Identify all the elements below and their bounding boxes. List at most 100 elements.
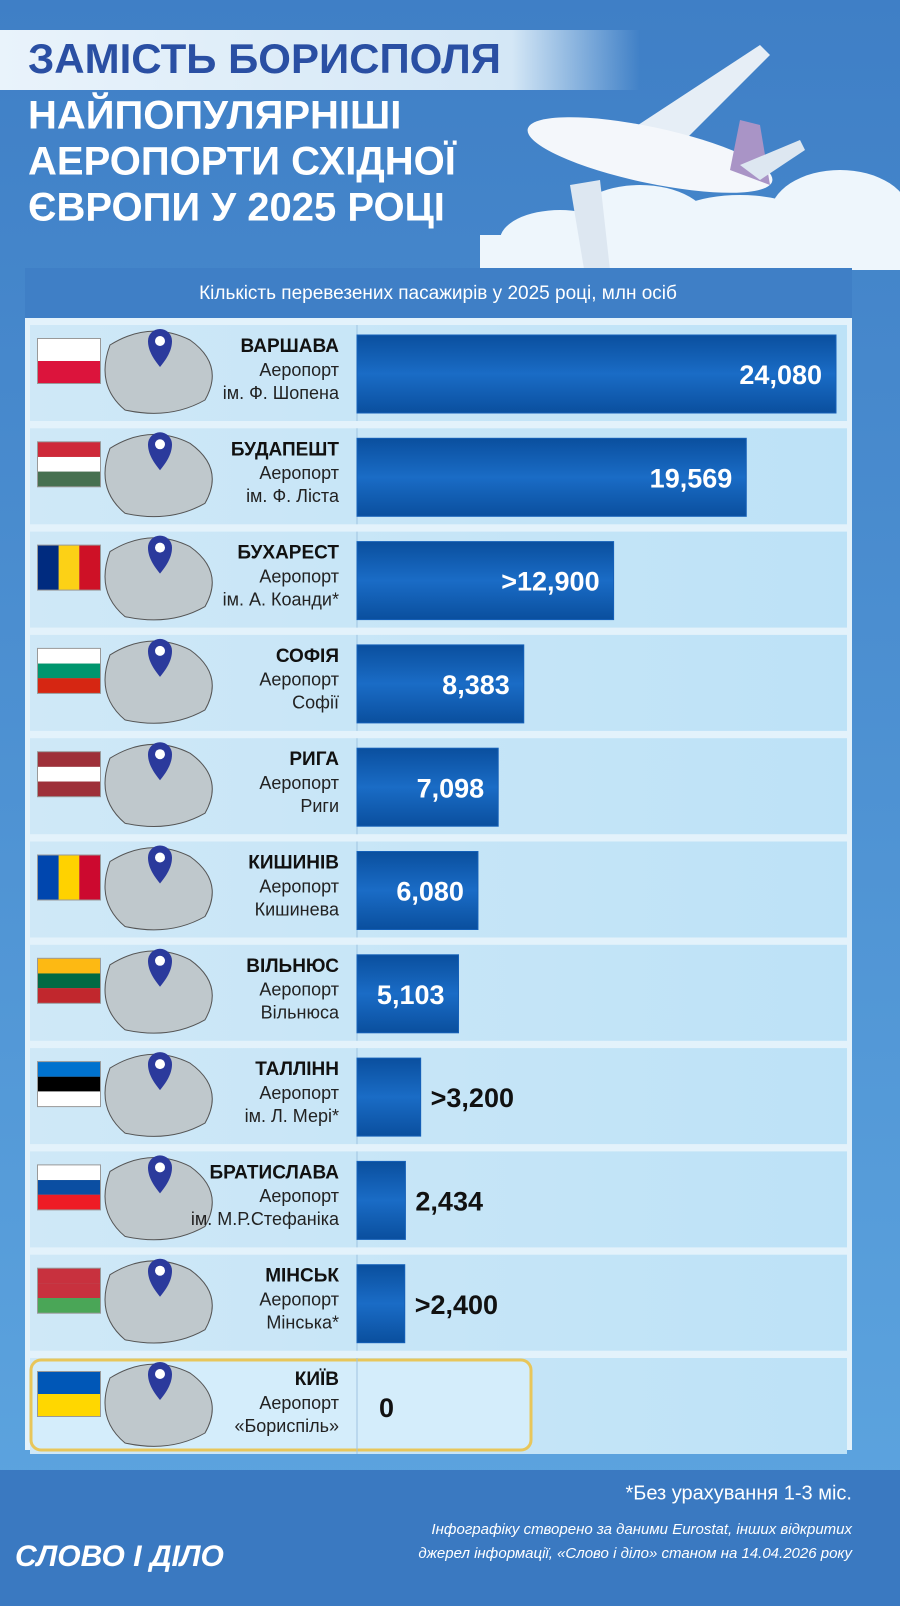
flag-stripe	[38, 678, 100, 693]
source-line: джерел інформації, «Слово і діло» станом…	[418, 1545, 853, 1562]
airport-name: Кишинева	[255, 899, 340, 919]
flag-stripe	[38, 361, 100, 383]
row: БРАТИСЛАВА Аеропорт ім. М.Р.Стефаніка 2,434	[30, 1151, 847, 1248]
flag-stripe	[38, 973, 100, 989]
city-name: КИЇВ	[295, 1369, 339, 1390]
city-name: ТАЛЛІНН	[255, 1059, 339, 1080]
flag-stripe	[38, 545, 59, 590]
airport-name: ім. М.Р.Стефаніка	[191, 1209, 340, 1229]
flag-stripe	[38, 1394, 100, 1416]
value-label: >3,200	[431, 1083, 514, 1113]
airport-name: Аеропорт	[259, 773, 339, 793]
flag-stripe	[38, 766, 100, 782]
flag-stripe	[38, 988, 100, 1003]
bar	[356, 851, 479, 930]
flag-stripe	[38, 1298, 100, 1313]
city-name: ВАРШАВА	[241, 336, 340, 357]
city-name: РИГА	[289, 749, 339, 770]
flag-stripe	[38, 1091, 100, 1107]
map-pin-hole	[155, 955, 165, 966]
map-pin	[148, 948, 172, 987]
map-pin	[148, 1362, 172, 1400]
flag-stripe	[79, 545, 100, 590]
airport-name: Аеропорт	[259, 566, 339, 586]
bar	[356, 747, 499, 827]
bar	[356, 437, 747, 517]
axis-label: Кількість перевезених пасажирів у 2025 р…	[199, 283, 677, 304]
value-label: 7,098	[417, 773, 485, 803]
map-pin	[148, 1258, 172, 1297]
flag-stripe	[38, 1283, 100, 1299]
map-pin	[148, 1052, 172, 1091]
airport-name: Мінська*	[266, 1312, 339, 1332]
map-pin	[148, 329, 172, 367]
bar	[356, 954, 460, 1034]
row: ТАЛЛІНН Аеропорт ім. Л. Мері* >3,200	[30, 1048, 847, 1145]
flag-stripe	[58, 855, 80, 900]
city-name: БРАТИСЛАВА	[210, 1162, 340, 1183]
flag-stripe	[38, 1062, 100, 1077]
value-label: 0	[379, 1393, 394, 1423]
flag-stripe	[58, 545, 80, 590]
flag-stripe	[38, 1165, 100, 1181]
value-label: 5,103	[377, 980, 445, 1010]
subtitle-line: НАЙПОПУЛЯРНІШІ	[28, 92, 401, 138]
flag-stripe	[38, 1268, 100, 1284]
airport-name: Аеропорт	[259, 360, 339, 380]
map-pin-hole	[155, 336, 165, 346]
value-label: 19,569	[650, 463, 733, 493]
value-label: 2,434	[415, 1187, 483, 1217]
map-pin	[148, 742, 172, 781]
map-pin-hole	[155, 749, 165, 760]
airport-name: Аеропорт	[259, 463, 339, 483]
map-pin-hole	[155, 645, 165, 656]
subtitle-line: АЕРОПОРТИ СХІДНОЇ	[28, 140, 457, 184]
bar	[356, 1057, 422, 1137]
map-pin-hole	[155, 1162, 165, 1173]
airport-name: Риги	[300, 796, 339, 816]
value-label: >12,900	[501, 567, 599, 597]
bar	[356, 541, 615, 621]
airport-name: Аеропорт	[259, 876, 339, 896]
airport-name: ім. Л. Мері*	[245, 1106, 339, 1126]
flag-stripe	[38, 663, 100, 679]
title-band	[0, 30, 640, 90]
city-name: СОФІЯ	[276, 646, 339, 667]
subtitle-line: ЄВРОПИ У 2025 РОЦІ	[28, 186, 445, 230]
value-label: >2,400	[415, 1290, 498, 1320]
city-name: БУДАПЕШТ	[231, 439, 339, 460]
flag-stripe	[38, 752, 100, 767]
flag-stripe	[38, 1180, 100, 1195]
row: СОФІЯ Аеропорт Софії 8,383	[30, 634, 847, 731]
flag-stripe	[38, 648, 100, 664]
city-name: ВІЛЬНЮС	[246, 956, 339, 977]
airport-name: Аеропорт	[259, 1393, 339, 1413]
row: ВАРШАВА Аеропорт ім. Ф. Шопена 24,080	[30, 325, 847, 421]
airport-name: Аеропорт	[259, 670, 339, 690]
footnote: *Без урахування 1-3 міс.	[625, 1482, 852, 1504]
map-pin-hole	[155, 852, 165, 863]
flag-stripe	[79, 855, 100, 900]
map-pin	[148, 535, 172, 574]
airport-name: Вільнюса	[261, 1003, 340, 1023]
city-name: КИШИНІВ	[248, 853, 339, 874]
value-label: 8,383	[442, 670, 510, 700]
row: КИЇВ Аеропорт «Бориспіль» 0	[29, 1358, 847, 1454]
airport-name: ім. Ф. Ліста	[246, 486, 340, 506]
bar	[356, 1160, 406, 1240]
flag-stripe	[38, 1076, 100, 1092]
map-pin-hole	[155, 1265, 165, 1276]
map-pin	[148, 638, 172, 677]
bar	[356, 334, 837, 414]
bar	[356, 644, 525, 724]
flag-stripe	[38, 456, 100, 472]
airport-name: Аеропорт	[259, 1083, 339, 1103]
airport-name: Аеропорт	[259, 1186, 339, 1206]
airport-name: Аеропорт	[259, 980, 339, 1000]
map-pin-hole	[155, 542, 165, 553]
title: ЗАМІСТЬ БОРИСПОЛЯ	[28, 35, 501, 82]
